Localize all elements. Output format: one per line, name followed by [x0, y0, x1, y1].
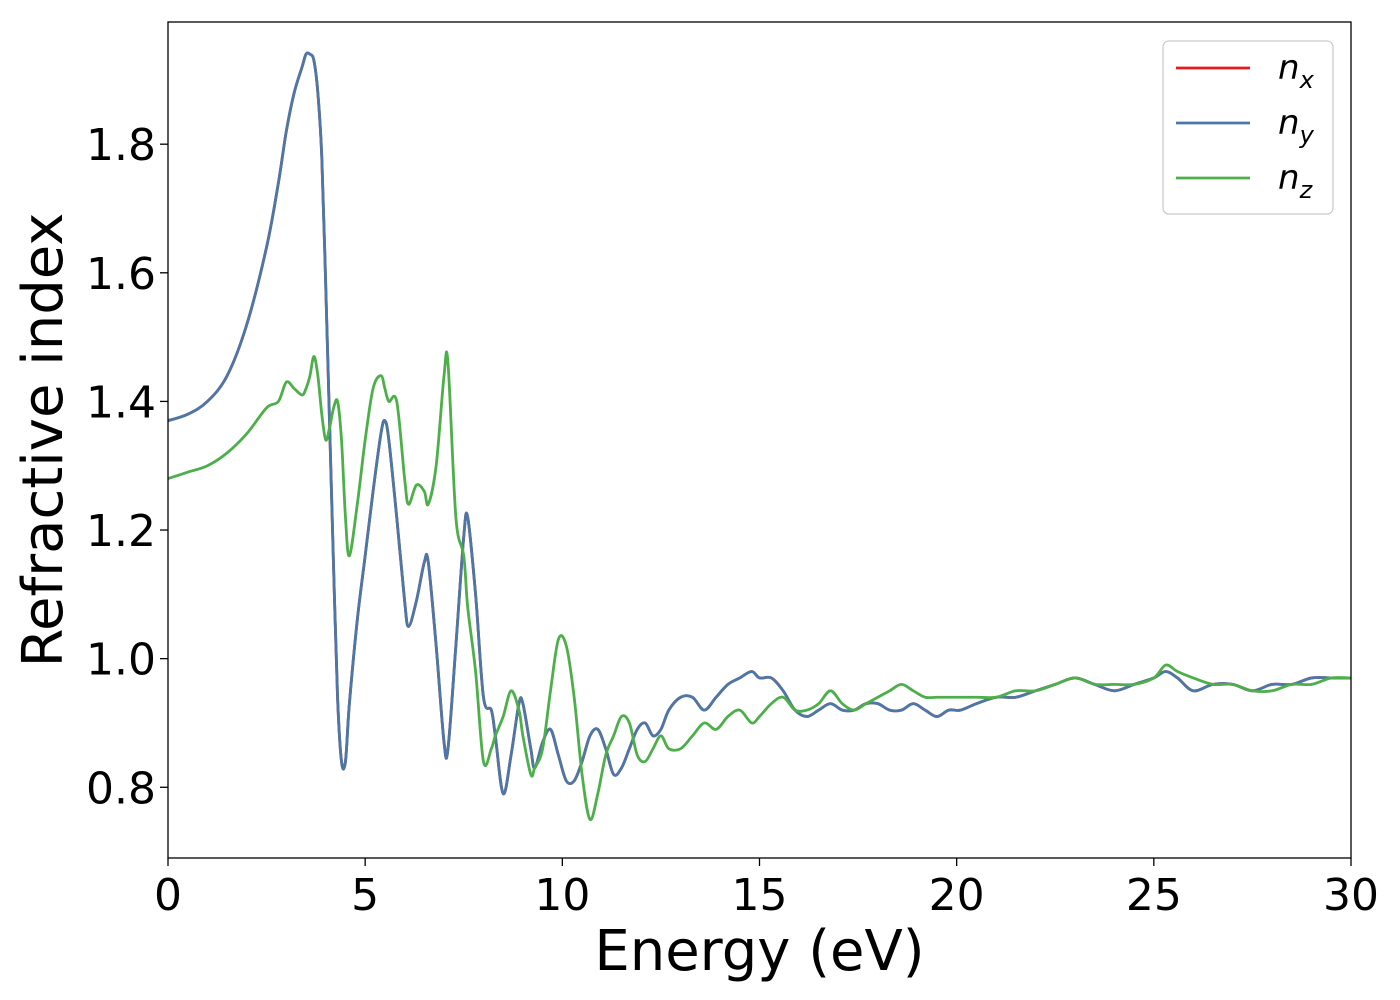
- legend-label: nz: [1278, 158, 1314, 204]
- series-line-n-z: [168, 350, 1351, 822]
- x-tick-label: 25: [1126, 870, 1182, 921]
- y-tick-label: 0.8: [86, 763, 156, 814]
- legend-label: nx: [1278, 48, 1315, 94]
- legend-label-subscript: y: [1299, 121, 1315, 149]
- y-axis-ticks: 0.8 1.0 1.2 1.4 1.6 1.8: [86, 120, 168, 814]
- x-axis-label: Energy (eV): [594, 919, 924, 984]
- legend-label-base: n: [1278, 48, 1300, 88]
- x-tick-label: 15: [732, 870, 788, 921]
- y-axis-label: Refractive index: [11, 213, 76, 668]
- legend-label-subscript: x: [1299, 66, 1315, 94]
- x-tick-label: 0: [154, 870, 182, 921]
- x-tick-label: 20: [929, 870, 985, 921]
- legend-label-base: n: [1278, 103, 1300, 143]
- x-tick-label: 30: [1323, 870, 1379, 921]
- plot-frame: [167, 21, 1352, 859]
- y-tick-label: 1.8: [86, 120, 156, 171]
- legend-box: [1162, 40, 1334, 215]
- x-tick-label: 5: [351, 870, 379, 921]
- y-tick-label: 1.0: [86, 635, 156, 686]
- series-layer: [168, 51, 1351, 822]
- x-tick-label: 10: [534, 870, 590, 921]
- legend-label: ny: [1278, 103, 1315, 149]
- legend-label-base: n: [1278, 158, 1300, 198]
- y-tick-label: 1.6: [86, 249, 156, 300]
- y-tick-label: 1.2: [86, 506, 156, 557]
- x-axis-ticks: 0 5 10 15 20 25 30: [154, 858, 1379, 921]
- legend-label-subscript: z: [1299, 176, 1314, 204]
- y-tick-label: 1.4: [86, 377, 156, 428]
